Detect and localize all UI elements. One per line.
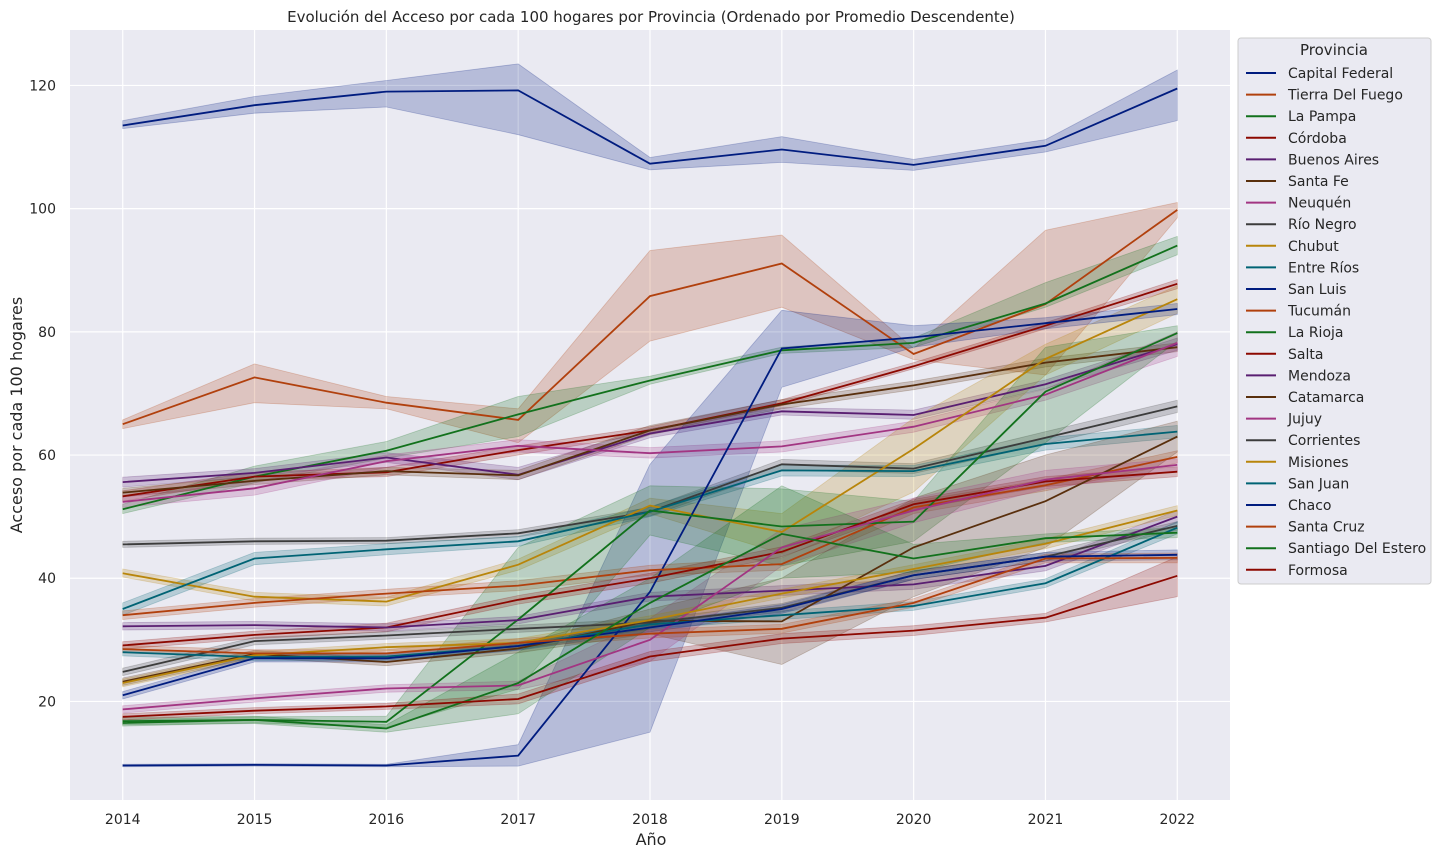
band-4 bbox=[122, 337, 1178, 488]
legend-entry: Santa Cruz bbox=[1288, 520, 1365, 536]
series-line-1 bbox=[122, 209, 1178, 426]
band-1 bbox=[122, 202, 1178, 444]
series-line-0 bbox=[122, 87, 1178, 166]
series-line-6 bbox=[122, 342, 1178, 503]
chart-title: Evolución del Acceso por cada 100 hogare… bbox=[287, 8, 1015, 26]
series-line-23 bbox=[122, 574, 1178, 718]
legend-entry: Mendoza bbox=[1288, 368, 1351, 384]
x-axis-label: Año bbox=[636, 830, 667, 849]
legend-entry: Santa Fe bbox=[1288, 174, 1349, 190]
legend-entry: Chaco bbox=[1288, 498, 1332, 514]
legend-entry: Tierra Del Fuego bbox=[1287, 88, 1403, 104]
series-line-21 bbox=[122, 557, 1178, 655]
legend-entry: Buenos Aires bbox=[1288, 152, 1379, 168]
series-line-20 bbox=[122, 553, 1178, 697]
legend-entry: Formosa bbox=[1288, 563, 1348, 579]
x-tick-label: 2018 bbox=[632, 812, 668, 828]
legend-entry: Salta bbox=[1288, 347, 1323, 363]
legend-entry: Córdoba bbox=[1288, 131, 1347, 147]
band-17 bbox=[122, 521, 1178, 677]
series-lines bbox=[122, 87, 1178, 767]
legend-entry: Corrientes bbox=[1288, 433, 1360, 449]
legend-entry: Entre Ríos bbox=[1288, 260, 1359, 276]
y-tick-label: 100 bbox=[29, 202, 56, 218]
legend: Provincia Capital Federal Tierra Del Fueg… bbox=[1237, 37, 1432, 585]
y-axis-ticks: 20 40 60 80 100 120 bbox=[29, 78, 56, 710]
band-10 bbox=[122, 303, 1178, 768]
legend-entry: Chubut bbox=[1288, 239, 1339, 255]
series-line-5 bbox=[122, 346, 1178, 494]
y-axis-label: Acceso por cada 100 hogares bbox=[7, 297, 26, 534]
x-tick-label: 2015 bbox=[237, 812, 273, 828]
legend-entry: Jujuy bbox=[1287, 412, 1322, 428]
band-7 bbox=[122, 399, 1178, 548]
band-14 bbox=[122, 509, 1178, 632]
x-tick-label: 2016 bbox=[369, 812, 405, 828]
band-8 bbox=[122, 284, 1178, 607]
x-tick-label: 2021 bbox=[1028, 812, 1064, 828]
series-line-4 bbox=[122, 343, 1178, 483]
band-12 bbox=[122, 325, 1178, 728]
series-line-11 bbox=[122, 456, 1178, 617]
y-tick-label: 80 bbox=[38, 325, 56, 341]
y-tick-label: 120 bbox=[29, 78, 56, 94]
series-line-19 bbox=[122, 526, 1178, 659]
legend-box bbox=[1237, 37, 1432, 585]
legend-entry: Neuquén bbox=[1288, 196, 1351, 212]
legend-entry: La Pampa bbox=[1288, 109, 1356, 125]
band-23 bbox=[122, 556, 1178, 721]
y-tick-label: 40 bbox=[38, 571, 56, 587]
x-axis-ticks: 2014 2015 2016 2017 2018 2019 2020 2021 2022 bbox=[105, 812, 1195, 828]
y-tick-label: 60 bbox=[38, 448, 56, 464]
x-tick-label: 2014 bbox=[105, 812, 141, 828]
band-6 bbox=[122, 331, 1178, 508]
legend-entry: La Rioja bbox=[1288, 325, 1343, 341]
band-11 bbox=[122, 450, 1178, 620]
legend-items: Capital Federal Tierra Del Fuego La Pampa C… bbox=[1246, 66, 1426, 579]
band-18 bbox=[122, 505, 1178, 688]
band-13 bbox=[122, 466, 1178, 650]
series-line-10 bbox=[122, 308, 1178, 767]
band-5 bbox=[122, 342, 1178, 498]
legend-entry: Catamarca bbox=[1288, 390, 1364, 406]
band-0 bbox=[122, 63, 1178, 171]
series-line-16 bbox=[122, 464, 1178, 711]
series-line-14 bbox=[122, 515, 1178, 629]
x-tick-label: 2017 bbox=[500, 812, 536, 828]
legend-entry: San Luis bbox=[1288, 282, 1346, 298]
legend-entry: Tucumán bbox=[1287, 304, 1351, 320]
series-line-22 bbox=[122, 531, 1178, 730]
y-tick-label: 20 bbox=[38, 694, 56, 710]
legend-entry: Misiones bbox=[1288, 455, 1349, 471]
x-tick-label: 2022 bbox=[1159, 812, 1195, 828]
legend-entry: San Juan bbox=[1288, 476, 1349, 492]
band-9 bbox=[122, 425, 1178, 616]
legend-entry: Capital Federal bbox=[1288, 66, 1393, 82]
series-line-12 bbox=[122, 332, 1178, 724]
legend-title: Provincia bbox=[1300, 41, 1368, 59]
series-line-8 bbox=[122, 298, 1178, 603]
x-tick-label: 2019 bbox=[764, 812, 800, 828]
legend-entry: Río Negro bbox=[1288, 217, 1357, 233]
series-line-9 bbox=[122, 430, 1178, 610]
legend-entry: Santiago Del Estero bbox=[1288, 541, 1426, 557]
x-tick-label: 2020 bbox=[896, 812, 932, 828]
